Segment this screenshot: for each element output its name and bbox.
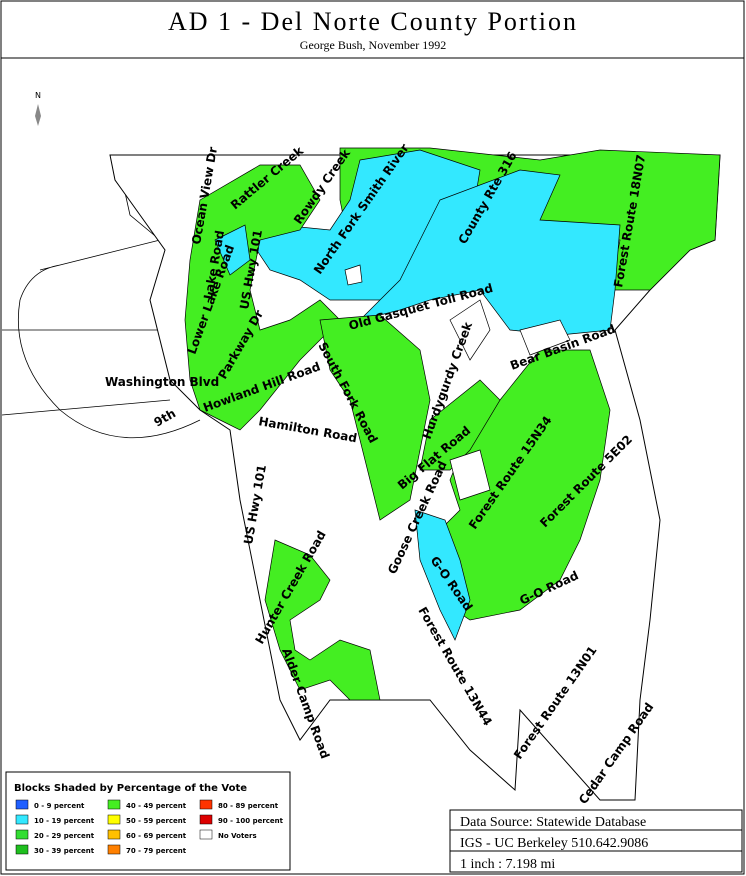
legend-label: 20 - 29 percent — [34, 832, 95, 840]
legend-label: 40 - 49 percent — [126, 802, 187, 810]
north-arrow — [35, 104, 41, 126]
legend-label: 50 - 59 percent — [126, 817, 187, 825]
legend-swatch — [107, 814, 121, 825]
legend-swatch — [107, 799, 121, 810]
legend-swatch — [15, 814, 29, 825]
legend-label: 70 - 79 percent — [126, 847, 187, 855]
source-box — [449, 809, 743, 873]
legend-label: 0 - 9 percent — [34, 802, 85, 810]
legend-box — [5, 771, 291, 871]
legend-swatch — [199, 829, 213, 840]
ocean-lines — [1, 169, 201, 439]
legend-swatch — [199, 799, 213, 810]
scale-text: 1 inch : 7.198 mi — [460, 857, 555, 872]
legend-swatch — [199, 814, 213, 825]
north-label: N — [35, 91, 41, 100]
legend-swatch — [15, 844, 29, 855]
title: AD 1 - Del Norte County Portion — [168, 7, 578, 36]
legend-label: 60 - 69 percent — [126, 832, 187, 840]
legend-label: 90 - 100 percent — [218, 817, 284, 825]
legend-label: No Voters — [218, 832, 257, 840]
source-text: Data Source: Statewide Database — [460, 815, 646, 830]
legend-swatch — [15, 799, 29, 810]
legend-swatch — [107, 844, 121, 855]
source-text: IGS - UC Berkeley 510.642.9086 — [460, 836, 648, 851]
road-label: Washington Blvd — [105, 375, 219, 389]
legend-items: 0 - 9 percent 10 - 19 percent 20 - 29 perc… — [15, 799, 284, 855]
legend-label: 10 - 19 percent — [34, 817, 95, 825]
legend-swatch — [15, 829, 29, 840]
title-box — [0, 0, 745, 59]
subtitle: George Bush, November 1992 — [300, 38, 446, 52]
shaded-blocks — [184, 147, 721, 701]
legend-label: 30 - 39 percent — [34, 847, 95, 855]
legend-title: Blocks Shaded by Percentage of the Vote — [14, 783, 247, 794]
unshaded-blocks — [344, 264, 571, 501]
legend-swatch — [107, 829, 121, 840]
legend-label: 80 - 89 percent — [218, 802, 279, 810]
